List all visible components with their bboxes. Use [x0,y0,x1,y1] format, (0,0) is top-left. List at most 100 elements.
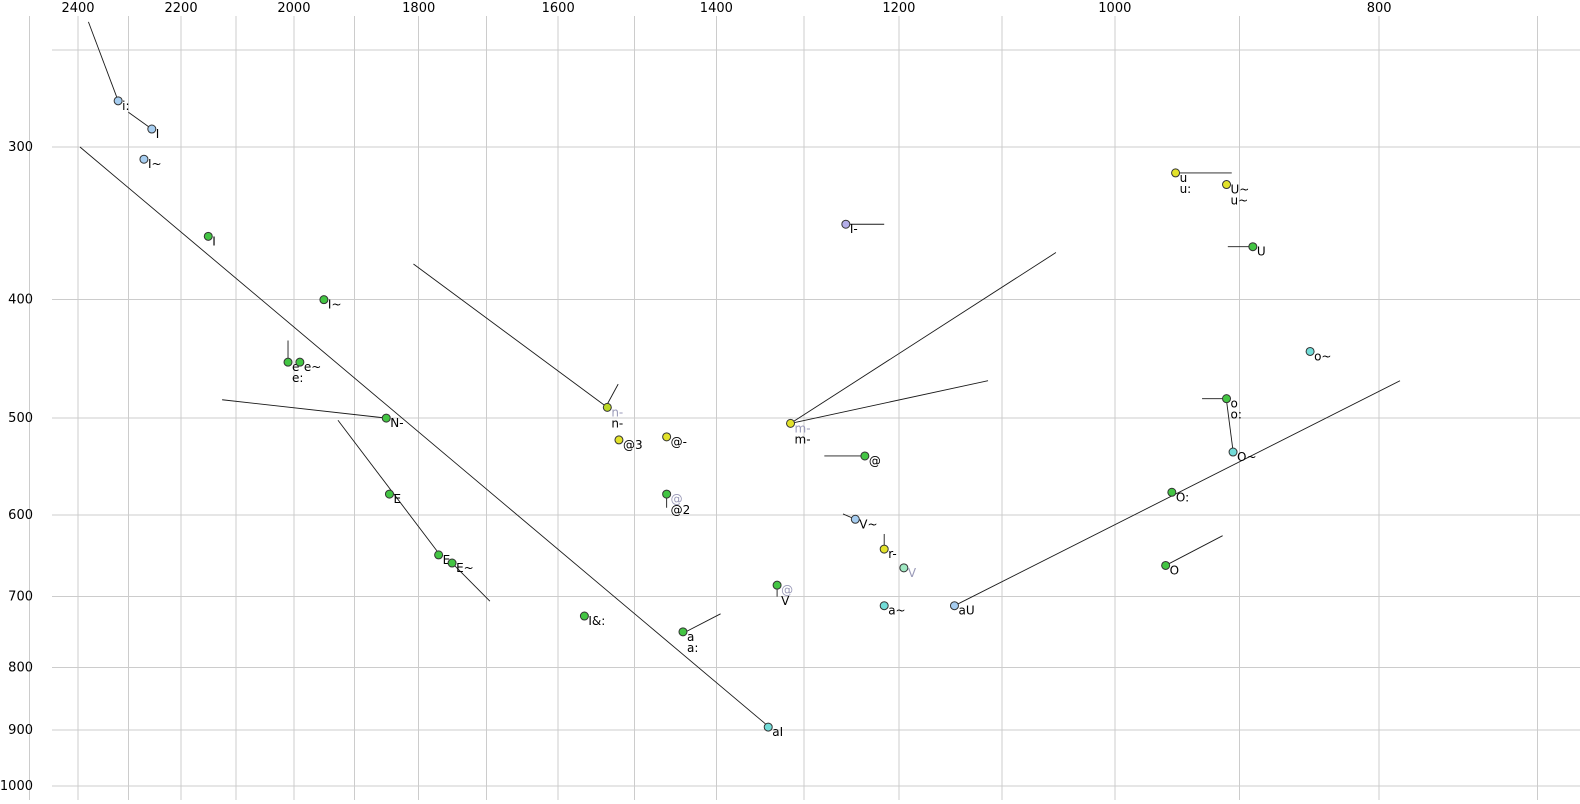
x-axis-tick-label: 2000 [277,1,310,16]
vowel-point [381,413,391,423]
vowel-point [139,154,149,164]
formant-trajectory-line [954,380,1401,607]
vowel-point-label: I [212,234,216,248]
vowel-point [662,489,672,499]
vowel-point-label: n- [611,416,623,430]
formant-trajectory-line [79,146,771,729]
vowel-point-label: O [1170,563,1179,577]
vowel-point-label-secondary: u: [1180,182,1192,196]
vowel-point-label: V [908,566,917,580]
vowel-point [879,601,889,611]
vowel-point [1161,560,1171,570]
vowel-point-label: a~ [888,604,905,618]
vowel-point [1222,394,1232,404]
vowel-point [841,219,851,229]
vowel-point-gray-label: m- [795,421,811,435]
x-axis-tick-label: 2200 [165,1,198,16]
y-axis-tick-label: 800 [8,661,33,676]
x-axis-tick-label: 800 [1367,1,1392,16]
formant-trajectory-line [87,21,119,101]
vowel-point-label: e [292,360,299,374]
vowel-point-label: U~ [1231,183,1250,197]
y-axis-tick-label: 400 [8,293,33,308]
vowel-point [147,124,157,134]
vowel-point [384,489,394,499]
vowel-point [850,514,860,524]
formant-trajectory-line [1226,400,1234,452]
vowel-point-label: I- [850,222,858,236]
vowel-point-label: E [443,553,451,567]
x-axis-tick-label: 1000 [1098,1,1131,16]
vowel-point-label: m- [795,432,811,446]
vowel-point-label: V~ [859,517,877,531]
vowel-point-label: i: [122,99,129,113]
vowel-point-label: I~ [148,157,162,171]
vowel-point-label: o [1231,397,1238,411]
vowel-point [295,357,305,367]
vowel-point [772,580,782,590]
vowel-point-label: N- [390,416,403,430]
vowel-point-label: @- [671,435,687,449]
vowel-point-label: U [1257,245,1266,259]
x-axis-tick-label: 1200 [882,1,915,16]
vowel-point-label: E [393,492,401,506]
vowel-point-label: O: [1176,490,1189,504]
formant-trajectory-line [451,562,491,602]
vowel-point [949,601,959,611]
y-axis-tick-label: 900 [8,723,33,738]
vowel-point-label: @ [869,454,881,468]
vowel-point-label: E~ [456,561,474,575]
vowel-point-label-secondary: o: [1231,408,1242,422]
vowel-point [899,563,909,573]
formant-trajectory-line [337,419,441,556]
vowel-point-label: @2 [671,503,691,517]
formant-trajectory-line [128,111,153,130]
formant-trajectory-line [222,399,387,419]
vowel-point [113,96,123,106]
vowel-point [602,402,612,412]
vowel-point [1167,487,1177,497]
formant-trajectory-line [413,263,608,408]
formant-trajectory-line [790,252,1057,424]
vowel-point [1228,447,1238,457]
formant-trajectory-line [790,380,989,424]
formant-trajectory-line [682,613,721,634]
vowel-point-label: V [781,594,790,608]
vowel-point [860,451,870,461]
vowel-point [1222,180,1232,190]
formant-trajectory-line [1165,535,1223,566]
vowel-point-label: I [156,127,160,141]
vowel-point-label: I~ [328,298,342,312]
vowel-point-label: aI [772,725,783,739]
vowel-point-label: e~ [304,360,321,374]
vowel-point-gray-label: n- [611,405,623,419]
vowel-point [879,544,889,554]
vowel-point-label: O~ [1237,450,1257,464]
vowel-point-label: aU [958,604,974,618]
vowel-point-label: o~ [1314,349,1331,363]
y-axis-tick-label: 700 [8,590,33,605]
vowel-point [434,550,444,560]
x-axis-tick-label: 1400 [700,1,733,16]
x-axis-tick-label: 1600 [542,1,575,16]
vowel-point-label: u [1180,171,1188,185]
vowel-point-label-secondary: u~ [1231,194,1249,208]
vowel-point-label-secondary: a: [687,641,698,655]
vowel-point-label-secondary: e: [292,371,303,385]
formant-trajectory-line [606,383,619,405]
vowel-point [1305,346,1315,356]
vowel-point [319,295,329,305]
x-axis-tick-label: 2400 [61,1,94,16]
vowel-point-gray-label: @ [781,583,793,597]
vowel-point [678,627,688,637]
y-axis-tick-label: 500 [8,411,33,426]
vowel-point-label: @3 [623,438,643,452]
vowel-point [786,418,796,428]
vowel-point [614,435,624,445]
vowel-point-label: r- [888,547,897,561]
y-axis-tick-label: 600 [8,508,33,523]
vowel-point-gray-label: @ [671,492,683,506]
vowel-point [203,231,213,241]
